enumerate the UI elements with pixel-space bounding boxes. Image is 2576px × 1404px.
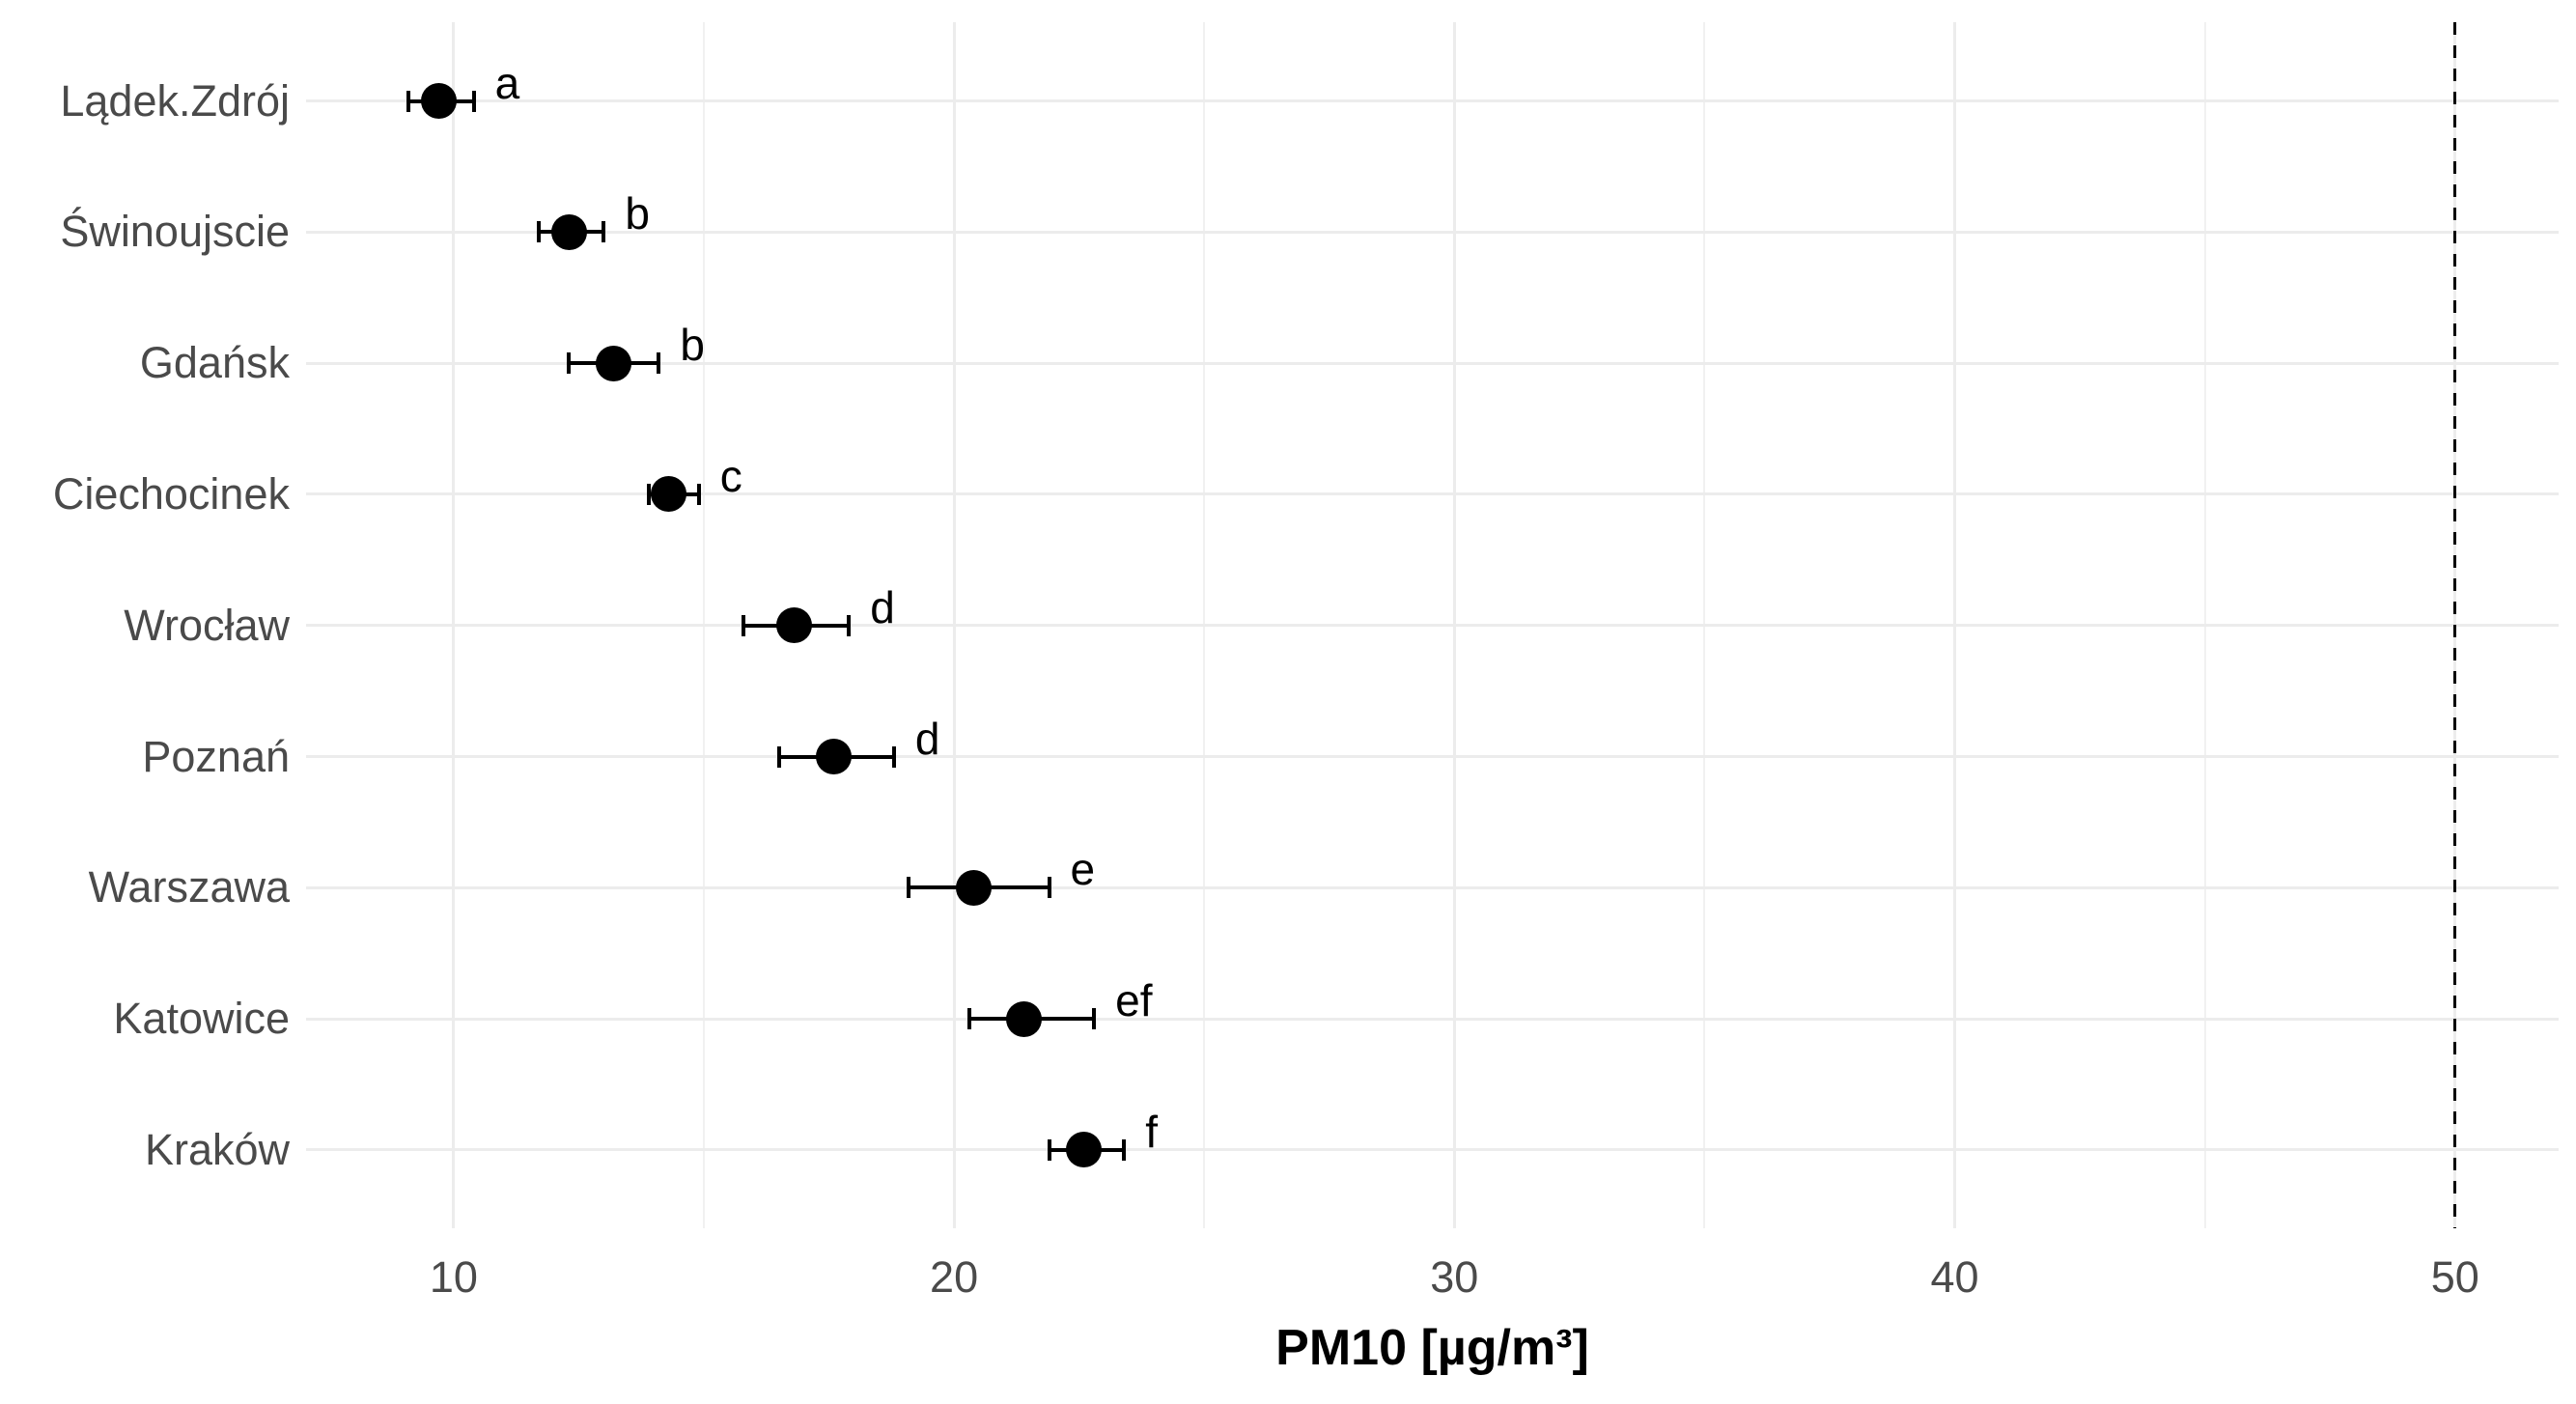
x-axis-title: PM10 [µg/m³] (1275, 1320, 1589, 1376)
row-gridline (306, 624, 2559, 628)
significance-letter: b (625, 188, 650, 239)
data-point (1006, 1000, 1043, 1037)
y-tick-label: Poznań (142, 731, 290, 781)
y-tick-label: Lądek.Zdrój (60, 75, 290, 126)
y-tick-label: Katowice (113, 994, 290, 1044)
error-bar-cap-right (1047, 877, 1051, 899)
error-bar-cap-left (907, 877, 911, 899)
y-tick-label: Kraków (144, 1124, 290, 1174)
row-gridline (306, 361, 2559, 365)
significance-letter: f (1145, 1106, 1159, 1157)
row-gridline (306, 99, 2559, 102)
error-bar-cap-left (646, 483, 651, 505)
significance-letter: a (494, 57, 520, 108)
data-point (420, 83, 457, 119)
row-gridline (306, 755, 2559, 758)
x-tick-label: 10 (429, 1252, 478, 1302)
error-bar-cap-left (1047, 1138, 1051, 1161)
error-bar-cap-right (1122, 1138, 1127, 1161)
plot-panel: a b b c d d e ef f (306, 22, 2559, 1228)
data-point (816, 739, 853, 774)
x-tick-label: 20 (930, 1252, 979, 1302)
error-bar-cap-right (1092, 1008, 1097, 1030)
x-tick-label: 40 (1930, 1252, 1979, 1302)
significance-letter: d (870, 581, 895, 632)
y-tick-label: Wrocław (124, 600, 290, 650)
row-gridline (306, 885, 2559, 889)
row-gridline (306, 1148, 2559, 1152)
y-tick-label: Warszawa (88, 862, 290, 913)
y-tick-label: Gdańsk (139, 338, 290, 388)
data-point (775, 607, 812, 644)
data-point (956, 869, 993, 906)
error-bar-cap-left (776, 745, 781, 768)
row-gridline (306, 1017, 2559, 1021)
data-point (1066, 1132, 1103, 1168)
error-bar-cap-right (891, 745, 896, 768)
error-bar-cap-left (536, 221, 541, 243)
significance-letter: ef (1115, 975, 1153, 1026)
y-tick-label: Ciechocinek (52, 468, 290, 519)
data-point (596, 345, 632, 381)
error-bar-cap-left (406, 90, 411, 112)
significance-letter: d (914, 713, 940, 764)
error-bar-cap-left (567, 352, 572, 375)
error-bar-cap-right (696, 483, 701, 505)
error-bar-cap-right (602, 221, 606, 243)
significance-letter: b (680, 320, 705, 371)
row-gridline (306, 492, 2559, 496)
error-bar-cap-right (847, 614, 852, 636)
significance-letter: c (719, 450, 742, 501)
data-point (550, 213, 587, 250)
data-point (651, 476, 687, 513)
row-gridline (306, 230, 2559, 234)
significance-letter: e (1070, 844, 1096, 895)
error-bar-cap-left (966, 1008, 971, 1030)
error-bar-cap-right (657, 352, 661, 375)
x-tick-label: 50 (2430, 1252, 2479, 1302)
y-tick-label: Świnoujscie (60, 207, 290, 257)
reference-line-dashed (2453, 22, 2457, 1228)
error-bar-cap-right (471, 90, 476, 112)
error-bar-cap-left (742, 614, 746, 636)
x-tick-label: 30 (1430, 1252, 1479, 1302)
